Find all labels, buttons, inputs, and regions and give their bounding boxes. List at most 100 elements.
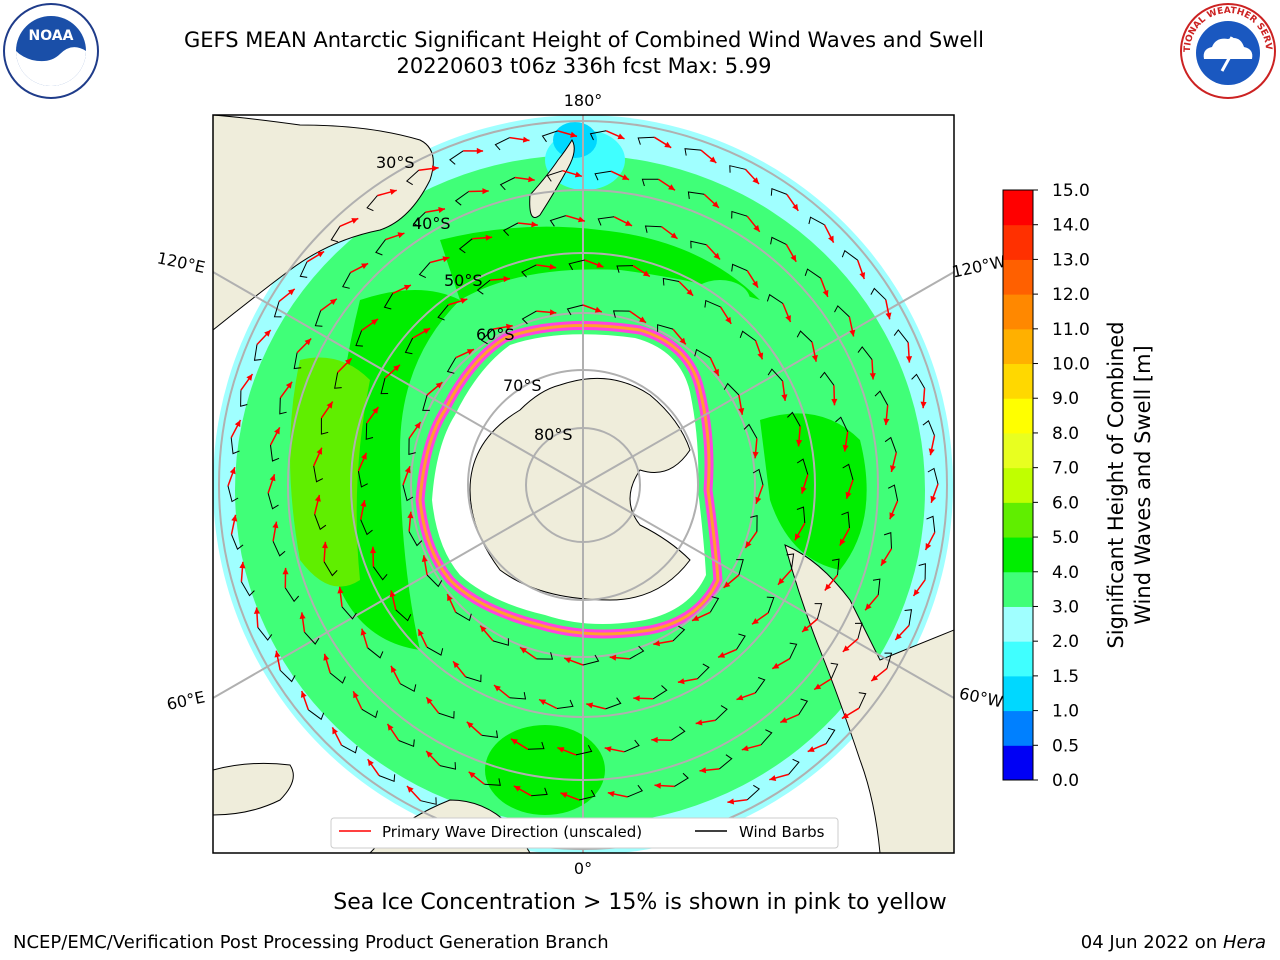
wave-direction-arrowhead [361,263,369,269]
wave-direction-arrowhead [831,398,838,406]
wind-barb [480,328,494,345]
lat-label-60s: 60°S [476,325,515,344]
wind-barb [446,357,457,374]
wind-barb [832,558,840,576]
wave-direction-arrowhead [317,251,325,258]
wind-barb [835,416,849,432]
wind-barb [872,578,881,596]
wind-barb [787,411,801,427]
colorbar-segment [1003,432,1033,469]
wind-barb [422,394,430,411]
wind-barb [227,485,239,503]
wind-barb [788,758,800,775]
colorbar-segment [1003,294,1033,330]
wind-barb [804,268,821,279]
wave-direction-arrowhead [287,288,295,296]
wind-barb [858,692,867,709]
wave-direction-arrowhead [889,512,896,520]
wave-direction-arrowhead [670,232,678,239]
sea-ice-note: Sea Ice Concentration > 15% is shown in … [333,890,947,915]
wave-direction-arrowhead [393,364,400,372]
wind-barb [494,137,510,151]
chart-subtitle: 20220603 t06z 336h fcst Max: 5.99 [396,54,772,78]
wind-barb [367,647,384,659]
wind-barb [481,730,499,738]
wind-barb [314,514,327,531]
colorbar-tick-label: 7.0 [1052,459,1079,479]
wind-barb [365,423,374,440]
chart-title: GEFS MEAN Antarctic Significant Height o… [183,28,985,52]
wave-direction-arrowhead [913,589,920,596]
colorbar-tick-label: 9.0 [1052,389,1079,409]
wave-direction-arrowhead [510,738,518,745]
wind-barb [671,726,686,741]
wave-direction-arrowhead [604,746,612,753]
wind-barb [484,778,501,786]
wind-barb [704,299,721,308]
wave-direction-arrowhead [686,289,694,296]
wind-barb [521,264,537,278]
wave-direction-arrowhead [246,374,253,381]
wave-direction-arrowhead [594,306,602,313]
colorbar-segment [1003,571,1033,607]
wave-direction-arrowhead [269,474,276,482]
wind-barb [690,240,707,249]
wave-direction-arrowhead [239,561,246,569]
wave-direction-arrowhead [752,451,759,459]
wave-direction-arrowhead [337,586,344,594]
wind-barb [589,130,607,141]
wave-direction-arrowhead [466,721,474,729]
wave-direction-arrowhead [752,177,759,184]
wave-direction-arrowhead [229,467,236,475]
wave-direction-arrowhead [574,171,582,178]
wave-direction-arrowhead [664,141,672,148]
wave-direction-arrowhead [725,316,732,324]
wave-direction-arrowhead [842,444,849,452]
wind-barb [605,697,622,710]
wind-barb [320,418,329,435]
wind-barb [719,754,733,770]
wind-barb [893,329,909,343]
wave-direction-arrowhead [790,254,797,262]
noaa-logo: NOAA [3,3,99,99]
wave-direction-arrowhead [371,319,378,326]
wind-barb [273,301,282,318]
wind-barb [509,692,527,700]
wave-direction-arrowhead [842,645,850,652]
wave-direction-arrowhead [781,394,788,401]
wave-direction-arrowhead [506,323,513,330]
wind-barb [736,559,744,576]
wind-barb [731,263,748,272]
wave-direction-arrowhead [578,216,585,223]
wave-direction-arrowhead [828,235,834,243]
wave-direction-arrowhead [404,466,411,474]
wave-direction-arrowhead [234,420,241,427]
legend-wave-label: Primary Wave Direction (unscaled) [382,823,642,841]
wind-barb [697,663,710,680]
wind-barb [796,458,809,475]
colorbar-frame [1002,189,1034,781]
lon-label-120w: 120°W [950,252,1007,282]
wave-direction-arrowhead [653,640,660,647]
wave-direction-arrowhead [654,782,661,789]
wind-barb [437,304,449,321]
date-text: 04 Jun 2022 on [1080,932,1223,953]
wind-barb [884,652,893,669]
wave-direction-arrowhead [785,315,791,322]
wave-direction-arrowhead [300,691,307,698]
wave-direction-arrowhead [299,612,306,619]
wave-direction-arrowhead [367,759,374,767]
wave-direction-arrowhead [586,702,594,709]
wave-direction-arrowhead [520,647,527,654]
colorbar-tick-label: 8.0 [1052,424,1079,444]
wind-barb [527,741,545,750]
wind-barb [616,265,634,273]
wave-direction-arrowhead [677,678,685,685]
lon-label-120e: 120°E [155,248,207,277]
south-america-land [784,544,954,853]
wind-barb [267,493,279,510]
wind-barb [830,662,839,680]
wave-direction-arrowhead [407,786,414,793]
wind-barb [743,423,758,439]
wave-direction-arrowhead [824,583,832,591]
